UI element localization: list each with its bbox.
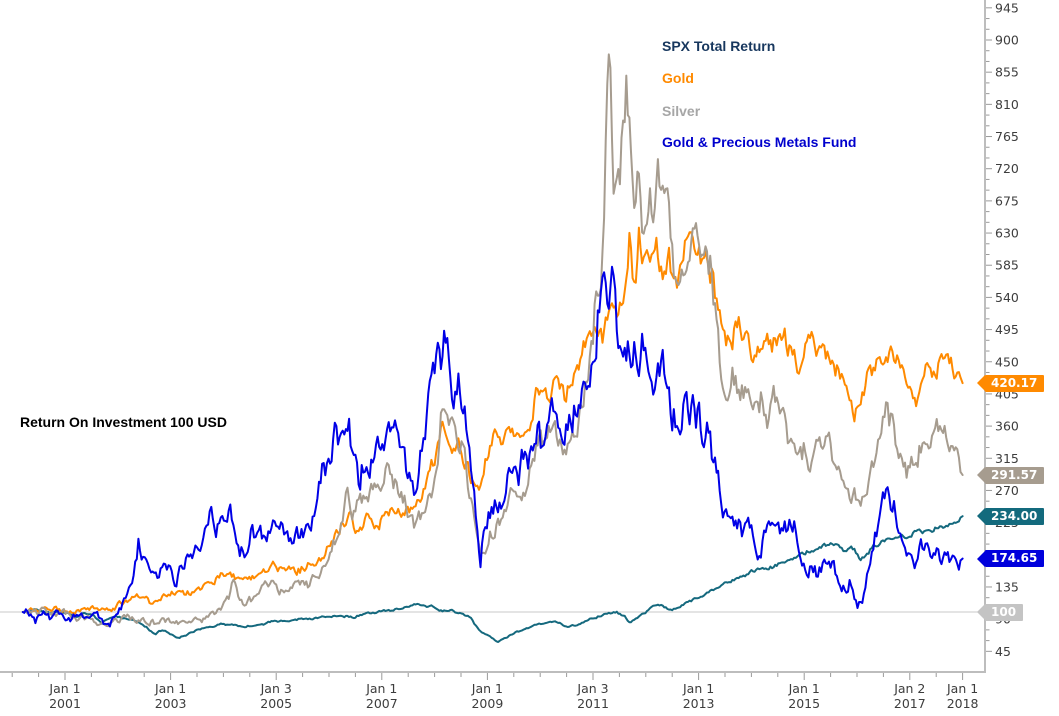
x-axis-tick-label-year: 2015 <box>788 696 820 711</box>
x-axis-tick-label-date: Jan 1 <box>154 681 186 696</box>
legend-item-spx-total-return: SPX Total Return <box>662 38 776 54</box>
x-axis-tick-label-year: 2009 <box>471 696 503 711</box>
x-axis-tick-label-date: Jan 3 <box>576 681 608 696</box>
y-axis-tick-label: 945 <box>995 0 1019 15</box>
price-label-arrow-icon <box>977 508 985 525</box>
legend-item-gold-precious-metals-fund: Gold & Precious Metals Fund <box>662 134 857 150</box>
x-axis-tick-label-date: Jan 1 <box>682 681 714 696</box>
x-axis-tick-label-date: Jan 1 <box>365 681 397 696</box>
x-axis-tick-label-date: Jan 1 <box>946 681 978 696</box>
x-axis-tick-label-year: 2003 <box>155 696 187 711</box>
series-line-silver <box>21 53 964 628</box>
series-line-spx-total-return <box>21 515 964 643</box>
price-label-gold-precious-metals-fund: 174.65 <box>977 550 1045 568</box>
price-label-spx-total-return: 234.00 <box>977 507 1045 525</box>
x-axis-tick-label-year: 2013 <box>683 696 715 711</box>
price-label-arrow-icon <box>977 375 985 392</box>
price-label-silver: 291.57 <box>977 466 1045 484</box>
y-axis-tick-label: 585 <box>995 258 1019 273</box>
x-axis-tick-label-year: 2007 <box>366 696 398 711</box>
price-label-arrow-icon <box>977 604 985 620</box>
y-axis-tick-label: 45 <box>995 644 1011 659</box>
x-axis-tick-label-date: Jan 1 <box>471 681 503 696</box>
x-axis-tick-label-year: 2011 <box>577 696 609 711</box>
roi-annotation: Return On Investment 100 USD <box>20 414 227 430</box>
price-label-value: 234.00 <box>985 507 1045 525</box>
y-axis-tick-label: 360 <box>995 419 1019 434</box>
x-axis-tick-label-year: 2018 <box>947 696 979 711</box>
y-axis-tick-label: 675 <box>995 193 1019 208</box>
y-axis-tick-label: 630 <box>995 226 1019 241</box>
y-axis-tick-label: 810 <box>995 97 1019 112</box>
series-line-gold <box>21 226 964 615</box>
y-axis-tick-label: 315 <box>995 451 1019 466</box>
price-label-baseline: 100 <box>977 603 1024 621</box>
y-axis-tick-label: 270 <box>995 483 1019 498</box>
x-axis-tick-label-date: Jan 1 <box>48 681 80 696</box>
legend-item-silver: Silver <box>662 103 701 119</box>
x-axis-tick-label-date: Jan 1 <box>788 681 820 696</box>
y-axis-tick-label: 135 <box>995 579 1019 594</box>
price-label-value: 291.57 <box>985 466 1045 484</box>
y-axis-tick-label: 720 <box>995 161 1019 176</box>
y-axis-tick-label: 765 <box>995 129 1019 144</box>
series-line-gold-precious-metals-fund <box>21 265 964 628</box>
x-axis-tick-label-date: Jan 3 <box>260 681 292 696</box>
x-axis-tick-label-date: Jan 2 <box>893 681 925 696</box>
price-label-arrow-icon <box>977 550 985 567</box>
price-label-arrow-icon <box>977 467 985 484</box>
x-axis-tick-label-year: 2001 <box>49 696 81 711</box>
y-axis-tick-label: 855 <box>995 65 1019 80</box>
y-axis-tick-label: 540 <box>995 290 1019 305</box>
x-axis-tick-label-year: 2005 <box>260 696 292 711</box>
price-label-value: 100 <box>985 603 1024 621</box>
y-axis-tick-label: 900 <box>995 33 1019 48</box>
price-label-value: 174.65 <box>985 550 1045 568</box>
price-label-value: 420.17 <box>985 374 1045 392</box>
legend-item-gold: Gold <box>662 70 694 86</box>
price-label-gold: 420.17 <box>977 374 1045 392</box>
y-axis-tick-label: 495 <box>995 322 1019 337</box>
y-axis-tick-label: 450 <box>995 354 1019 369</box>
x-axis-tick-label-year: 2017 <box>894 696 926 711</box>
